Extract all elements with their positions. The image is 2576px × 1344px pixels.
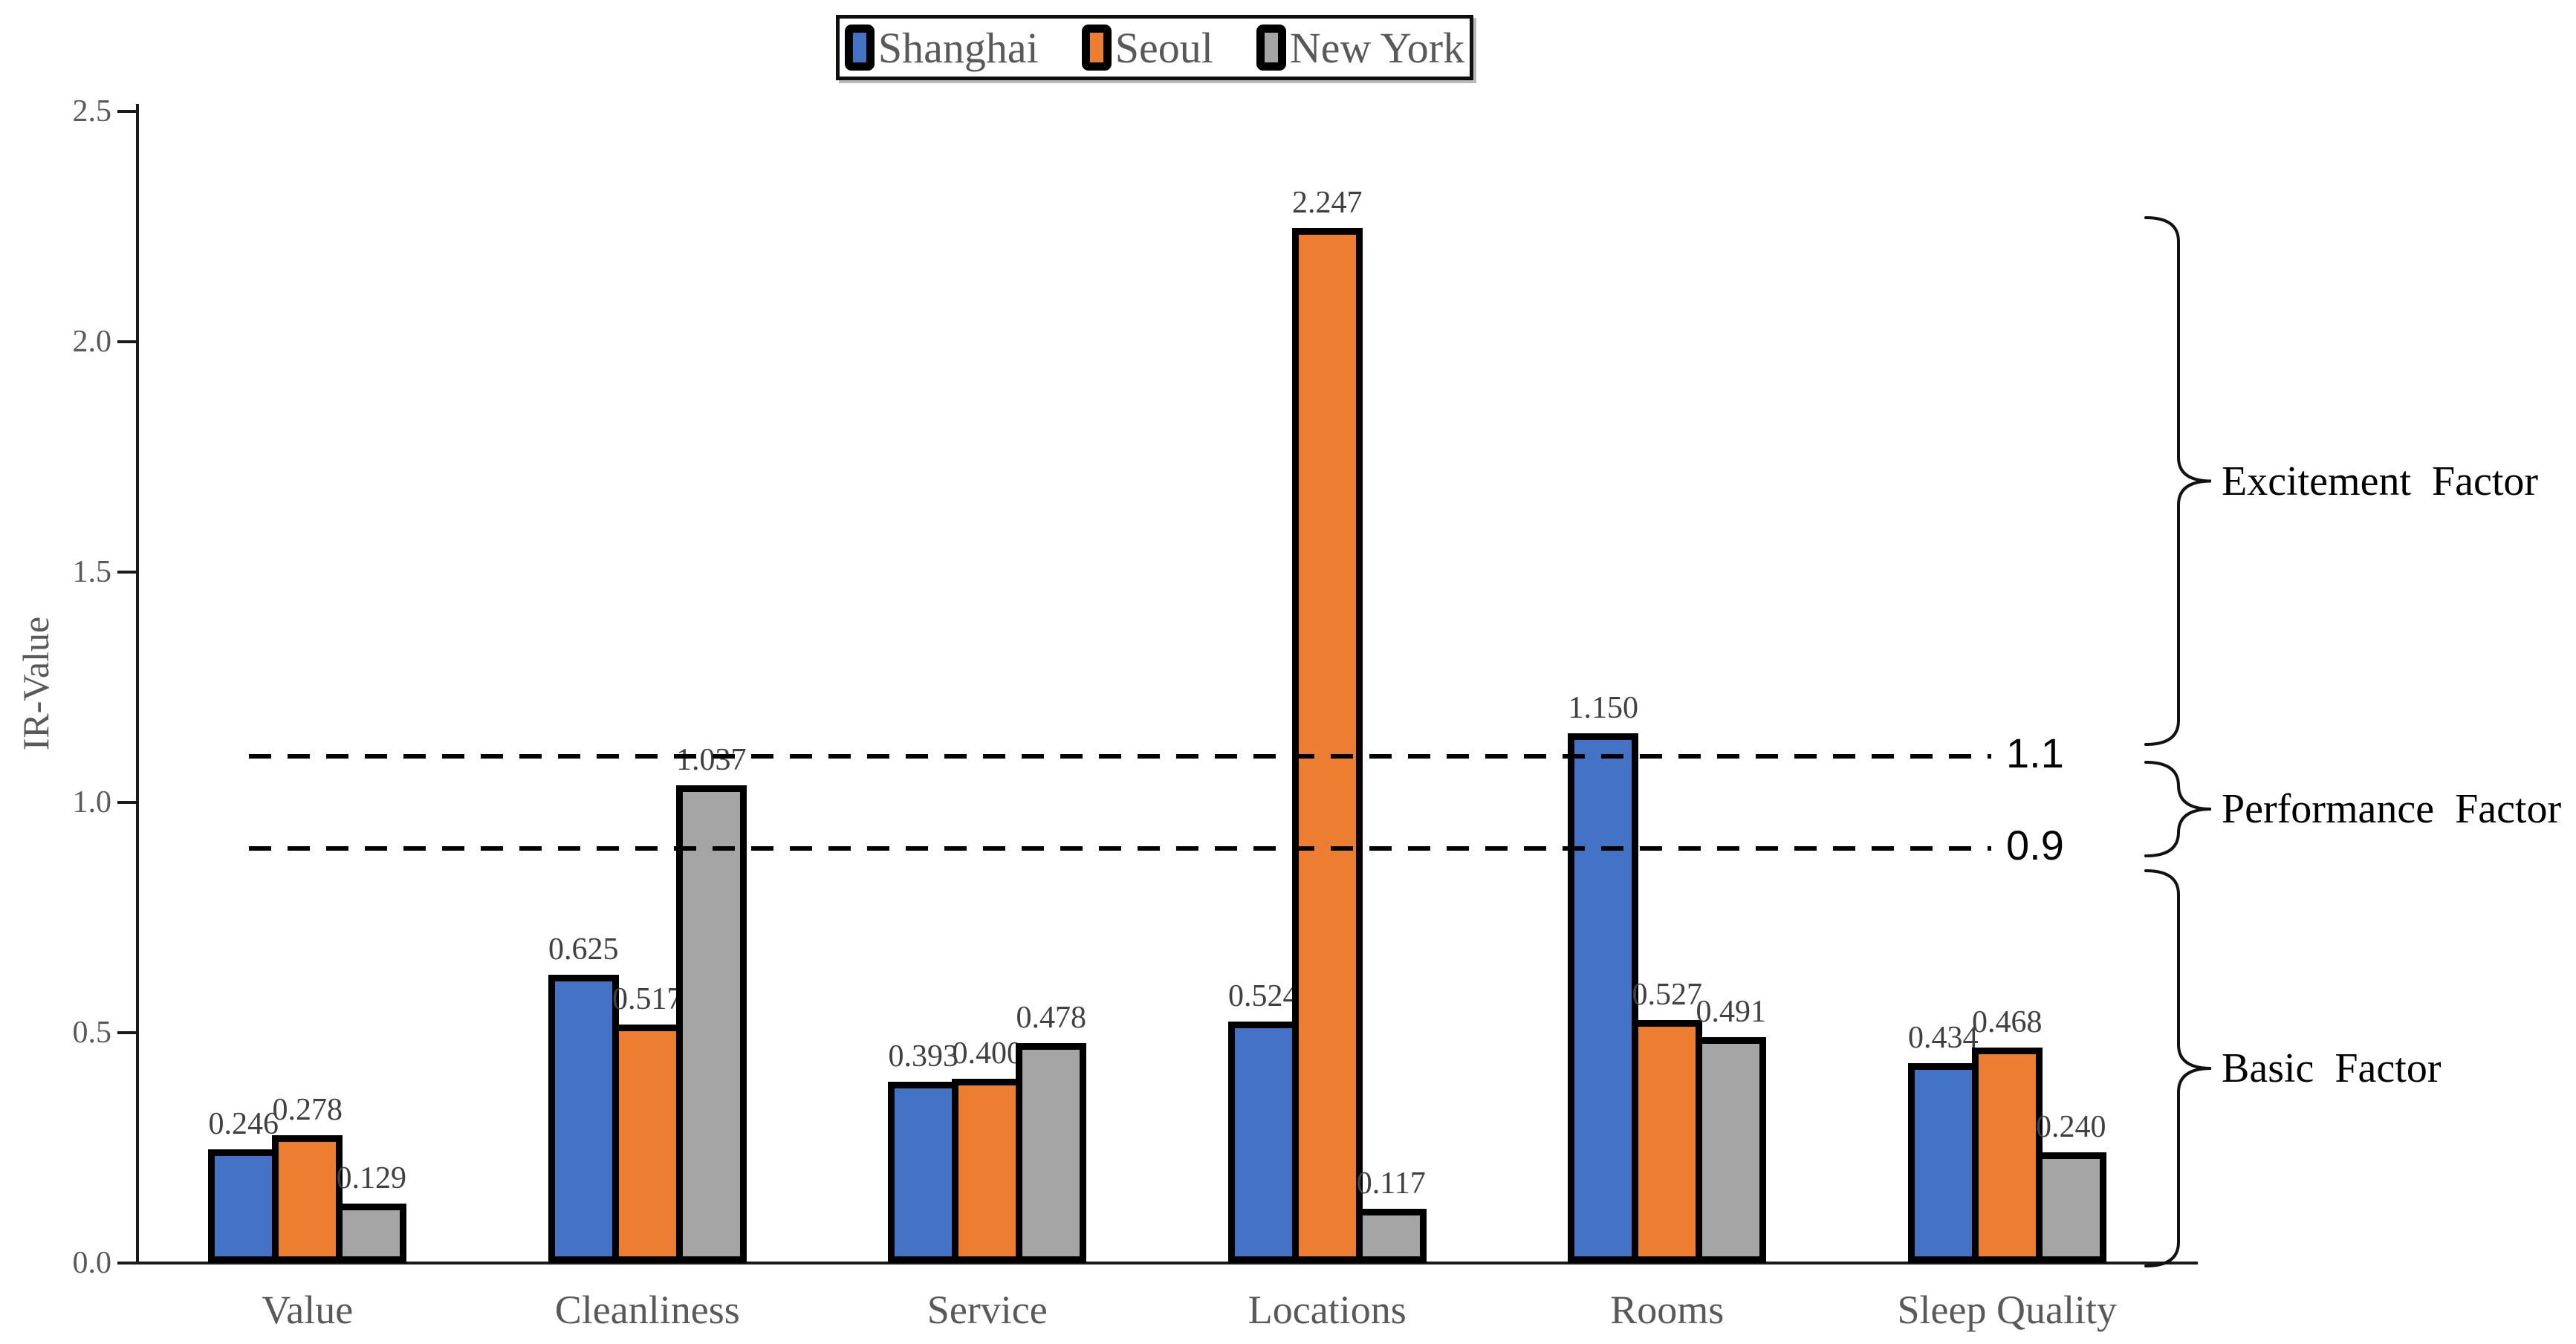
performance-factor-label: Performance Factor [2222, 786, 2562, 832]
bar-shanghai-rooms [1568, 733, 1639, 1263]
bar-value-label: 0.527 [1632, 978, 1703, 1012]
legend-label-shanghai: Shanghai [877, 23, 1039, 72]
bar-seoul-sleep-quality [1971, 1048, 2043, 1263]
y-tick-mark [117, 571, 137, 574]
bar-seoul-locations [1291, 228, 1363, 1263]
bar-shanghai-cleanliness [548, 975, 619, 1263]
category-label-service: Service [927, 1288, 1048, 1332]
bar-shanghai-service [888, 1082, 959, 1263]
category-label-sleep-quality: Sleep Quality [1897, 1288, 2117, 1332]
bar-value-label: 0.393 [888, 1039, 959, 1074]
excitement-brace [2144, 216, 2212, 746]
bar-new-york-value [336, 1204, 407, 1263]
bar-value-label: 0.246 [208, 1107, 279, 1141]
bar-new-york-locations [1355, 1209, 1427, 1263]
ref-line-1.1 [249, 754, 1991, 759]
bar-shanghai-value [208, 1149, 279, 1263]
bar-value-label: 0.625 [548, 932, 619, 967]
basic-factor-label: Basic Factor [2222, 1045, 2442, 1091]
y-tick-label: 1.0 [72, 785, 112, 819]
bar-value-label: 0.524 [1228, 979, 1299, 1013]
bar-value-label: 0.491 [1696, 995, 1767, 1029]
legend-item-seoul: Seoul [1081, 23, 1213, 73]
bar-value-label: 2.247 [1292, 186, 1363, 220]
legend-label-new-york: New York [1289, 23, 1465, 72]
basic-brace [2144, 869, 2212, 1267]
y-tick-label: 1.5 [72, 555, 112, 589]
bar-new-york-rooms [1696, 1037, 1767, 1263]
excitement-factor-label: Excitement Factor [2222, 458, 2539, 504]
legend-label-seoul: Seoul [1115, 23, 1213, 72]
y-tick-mark [117, 110, 137, 113]
bar-value-label: 0.400 [952, 1036, 1023, 1071]
bar-value-label: 0.468 [1972, 1005, 2043, 1039]
legend-swatch-shanghai [844, 25, 875, 71]
category-label-cleanliness: Cleanliness [554, 1288, 740, 1332]
category-label-value: Value [262, 1288, 354, 1332]
ref-line-label-1.1: 1.1 [2006, 730, 2064, 776]
bar-seoul-rooms [1632, 1020, 1703, 1263]
y-tick-mark [117, 1262, 137, 1265]
bar-value-label: 0.129 [336, 1161, 407, 1195]
bar-seoul-cleanliness [611, 1025, 683, 1263]
ref-line-label-0.9: 0.9 [2006, 822, 2064, 869]
bar-new-york-service [1016, 1043, 1087, 1263]
category-label-rooms: Rooms [1610, 1288, 1725, 1332]
y-tick-label: 2.5 [72, 94, 112, 129]
bar-new-york-cleanliness [675, 785, 747, 1263]
bar-value-label: 0.434 [1908, 1021, 1979, 1055]
bar-value-label: 1.037 [676, 743, 747, 777]
bar-seoul-service [952, 1079, 1023, 1263]
ref-line-0.9 [249, 846, 1991, 851]
bar-value-label: 0.240 [2036, 1110, 2106, 1144]
y-tick-label: 2.0 [72, 325, 112, 359]
bar-shanghai-sleep-quality [1907, 1063, 1979, 1263]
legend-item-new-york: New York [1256, 23, 1464, 73]
bar-new-york-sleep-quality [2035, 1152, 2106, 1263]
x-axis-line [117, 1262, 2198, 1265]
y-tick-mark [117, 1031, 137, 1034]
y-axis-title: IR-Value [15, 616, 56, 751]
y-tick-label: 0.0 [72, 1246, 112, 1280]
bar-value-label: 0.278 [272, 1093, 343, 1127]
y-tick-mark [117, 340, 137, 343]
bar-seoul-value [272, 1135, 343, 1263]
bar-value-label: 0.478 [1016, 1001, 1087, 1035]
legend-swatch-new-york [1256, 25, 1286, 71]
y-axis-line [136, 104, 139, 1263]
y-tick-mark [117, 801, 137, 804]
legend: Shanghai Seoul New York [836, 15, 1473, 80]
y-tick-label: 0.5 [72, 1016, 112, 1050]
performance-brace [2144, 761, 2212, 857]
bar-value-label: 0.517 [612, 982, 683, 1016]
legend-item-shanghai: Shanghai [844, 23, 1039, 73]
bar-value-label: 0.117 [1356, 1166, 1426, 1201]
bar-value-label: 1.150 [1568, 691, 1639, 725]
bar-shanghai-locations [1227, 1022, 1299, 1263]
category-label-locations: Locations [1248, 1288, 1407, 1332]
legend-swatch-seoul [1081, 25, 1112, 71]
